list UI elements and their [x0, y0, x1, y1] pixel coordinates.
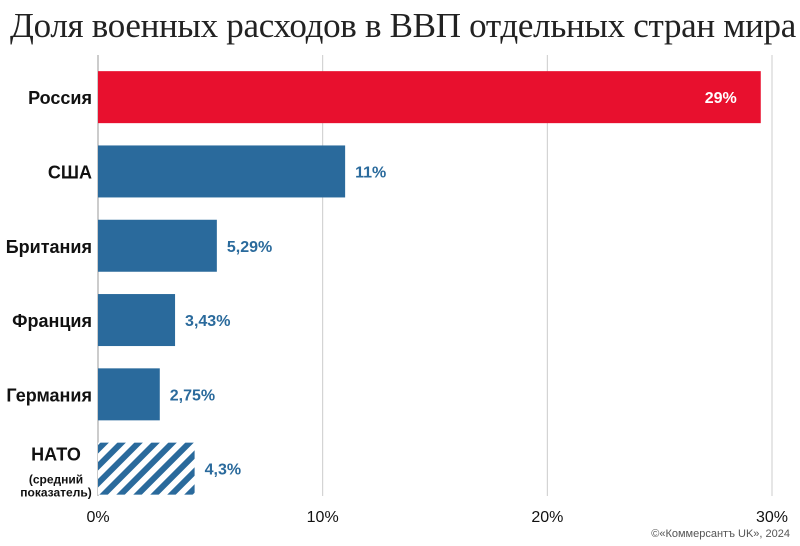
bar — [98, 294, 176, 347]
bar — [98, 368, 160, 421]
category-sublabel: (средний — [29, 473, 83, 487]
value-label: 4,3% — [205, 462, 241, 479]
x-axis-ticks: 0% 10% 20% 30% — [86, 509, 788, 526]
category-label: США — [48, 162, 92, 182]
value-label: 3,43% — [185, 313, 230, 330]
category-label: Франция — [12, 311, 92, 331]
labels: 29% Россия 11% США 5,29% Британия 3,43% Франция… — [6, 88, 737, 500]
credit-note: ©«Коммерсантъ UK», 2024 — [651, 528, 790, 540]
grid-lines — [97, 55, 773, 496]
chart-title: Доля военных расходов в ВВП отдельных ст… — [10, 6, 796, 45]
category-label: Британия — [6, 237, 92, 257]
x-tick-label: 20% — [531, 509, 563, 526]
bar — [98, 442, 195, 495]
bar — [98, 219, 217, 272]
value-label: 5,29% — [227, 239, 272, 256]
x-tick-label: 10% — [307, 509, 339, 526]
category-label: Германия — [6, 385, 92, 405]
x-tick-label: 0% — [86, 509, 109, 526]
bars — [98, 71, 761, 495]
category-sublabel: показатель) — [20, 486, 91, 500]
x-tick-label: 30% — [756, 509, 788, 526]
category-label: Россия — [28, 88, 92, 108]
value-label: 11% — [355, 164, 386, 181]
value-label: 29% — [705, 90, 737, 107]
category-label: НАТО — [31, 445, 81, 465]
value-label: 2,75% — [170, 387, 215, 404]
bar — [98, 145, 346, 198]
bar — [98, 71, 761, 124]
